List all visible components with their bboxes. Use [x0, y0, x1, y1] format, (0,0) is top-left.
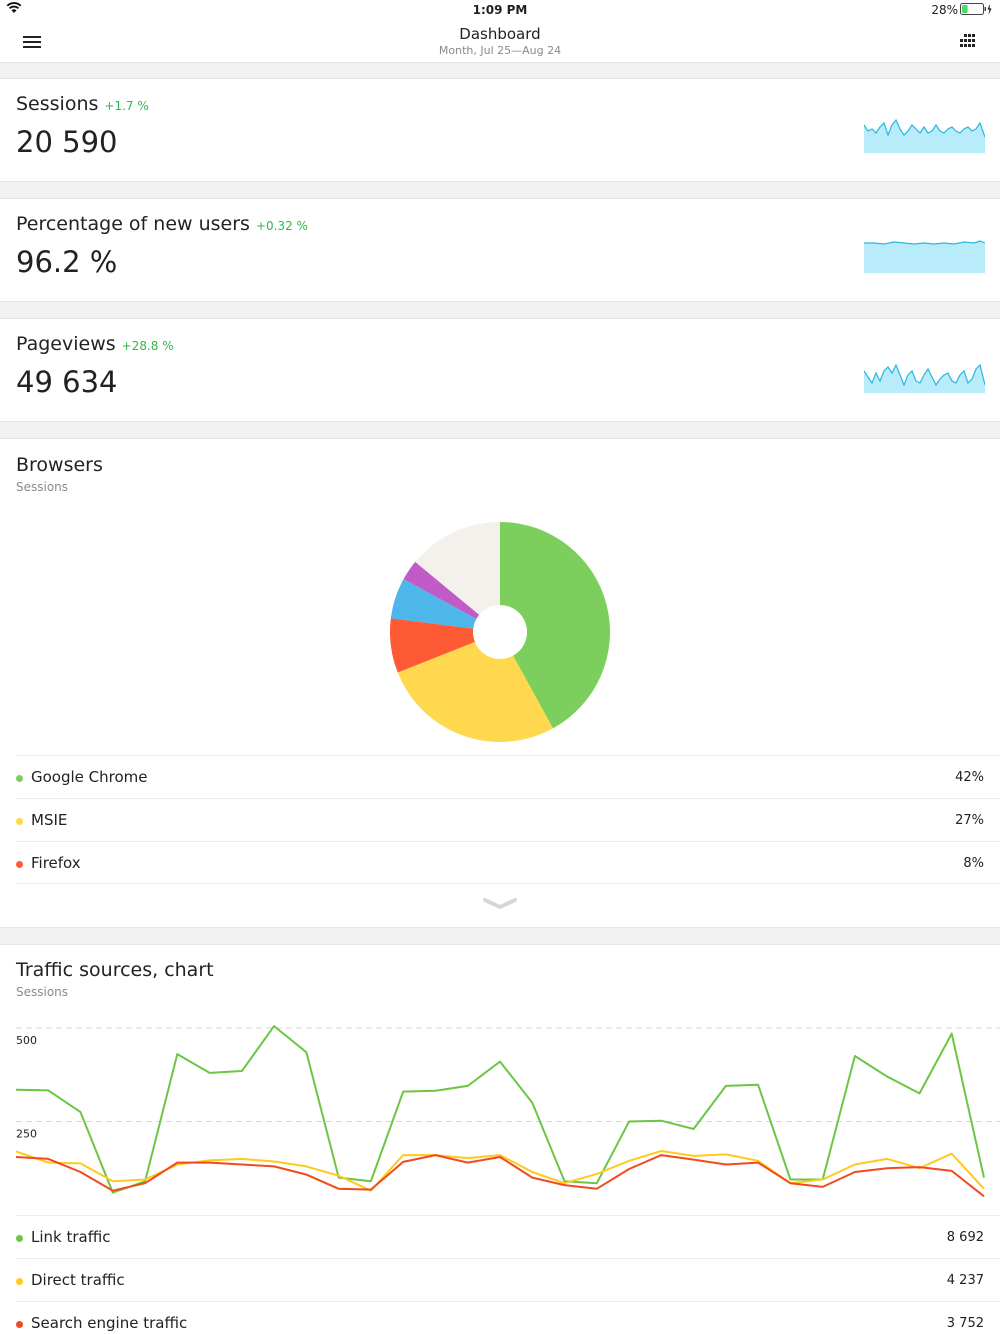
- battery-icon: [960, 3, 992, 15]
- legend-dot: [16, 775, 23, 782]
- section-subtitle: Sessions: [16, 985, 69, 999]
- page-title: Dashboard: [459, 25, 541, 43]
- legend-name: Link traffic: [31, 1228, 111, 1246]
- section-subtitle: Sessions: [16, 480, 69, 494]
- legend-name: MSIE: [31, 811, 68, 829]
- metric-title: Pageviews +28.8 %: [16, 333, 174, 355]
- new-users-card[interactable]: Percentage of new users +0.32 % 96.2 %: [0, 198, 1000, 302]
- metric-value: 20 590: [16, 125, 118, 159]
- legend-value: 42%: [955, 770, 984, 785]
- metric-delta: +0.32 %: [255, 219, 308, 233]
- pie-slice-1[interactable]: [397, 632, 553, 742]
- legend-row-direct-traffic[interactable]: Direct traffic 4 237: [16, 1258, 1000, 1301]
- legend-dot: [16, 818, 23, 825]
- legend-value: 8 692: [946, 1230, 984, 1245]
- metric-title: Sessions +1.7 %: [16, 93, 149, 115]
- legend-dot: [16, 1278, 23, 1285]
- series-line-0[interactable]: [15, 1025, 985, 1194]
- pie-slice-3[interactable]: [390, 579, 500, 632]
- legend-value: 27%: [955, 813, 984, 828]
- pie-slice-0[interactable]: [500, 522, 610, 729]
- traffic-sources-card: Traffic sources, chart Sessions 250 500 L…: [0, 944, 1000, 1334]
- metric-title: Percentage of new users +0.32 %: [16, 213, 308, 235]
- battery-percent: 28%: [931, 3, 958, 17]
- series-line-1[interactable]: [15, 1150, 985, 1192]
- legend-name: Firefox: [31, 854, 81, 872]
- legend-row-chrome[interactable]: Google Chrome 42%: [16, 755, 1000, 798]
- metric-name: Percentage of new users: [16, 213, 250, 235]
- grid-dots-icon[interactable]: [960, 33, 978, 49]
- legend-value: 4 237: [946, 1273, 984, 1288]
- y-tick-label-500: 500: [16, 1034, 37, 1047]
- metric-delta: +28.8 %: [121, 339, 174, 353]
- legend-value: 3 752: [946, 1316, 984, 1331]
- status-bar: 1:09 PM 28%: [0, 0, 1000, 20]
- new-users-sparkline: [864, 240, 985, 273]
- hamburger-menu-icon[interactable]: [22, 34, 42, 50]
- legend-row-link-traffic[interactable]: Link traffic 8 692: [16, 1215, 1000, 1258]
- legend-dot: [16, 1321, 23, 1328]
- sessions-card[interactable]: Sessions +1.7 % 20 590: [0, 78, 1000, 182]
- legend-value: 8%: [963, 856, 984, 871]
- status-time: 1:09 PM: [472, 3, 528, 17]
- metric-value: 49 634: [16, 365, 118, 399]
- section-title: Traffic sources, chart: [16, 959, 214, 981]
- legend-name: Google Chrome: [31, 768, 148, 786]
- series-line-2[interactable]: [15, 1154, 985, 1198]
- pie-slice-4[interactable]: [403, 561, 500, 632]
- pageviews-sparkline: [864, 363, 985, 393]
- navigation-bar: Dashboard Month, Jul 25—Aug 24: [0, 20, 1000, 63]
- metric-value: 96.2 %: [16, 245, 118, 279]
- pie-center-hole: [473, 605, 527, 659]
- legend-row-firefox[interactable]: Firefox 8%: [16, 841, 1000, 884]
- metric-name: Pageviews: [16, 333, 116, 355]
- y-tick-label-250: 250: [16, 1127, 37, 1140]
- legend-dot: [16, 861, 23, 868]
- pageviews-card[interactable]: Pageviews +28.8 % 49 634: [0, 318, 1000, 422]
- legend-row-search-engine-traffic[interactable]: Search engine traffic 3 752: [16, 1301, 1000, 1334]
- legend-row-msie[interactable]: MSIE 27%: [16, 798, 1000, 841]
- metric-delta: +1.7 %: [104, 99, 149, 113]
- section-title: Browsers: [16, 454, 103, 476]
- browsers-pie-chart[interactable]: [380, 512, 620, 752]
- battery-fill: [962, 5, 968, 13]
- traffic-line-chart[interactable]: 250 500: [0, 1007, 1000, 1215]
- pie-slice-2[interactable]: [390, 618, 500, 673]
- legend-name: Search engine traffic: [31, 1314, 188, 1332]
- wifi-icon: [6, 2, 22, 13]
- pie-slice-5[interactable]: [415, 522, 500, 632]
- date-range[interactable]: Month, Jul 25—Aug 24: [438, 44, 562, 57]
- metric-name: Sessions: [16, 93, 99, 115]
- browsers-card: Browsers Sessions Google Chrome 42% MSIE…: [0, 438, 1000, 928]
- chevron-down-icon[interactable]: [482, 897, 518, 911]
- legend-dot: [16, 1235, 23, 1242]
- sessions-sparkline: [864, 118, 985, 153]
- legend-name: Direct traffic: [31, 1271, 125, 1289]
